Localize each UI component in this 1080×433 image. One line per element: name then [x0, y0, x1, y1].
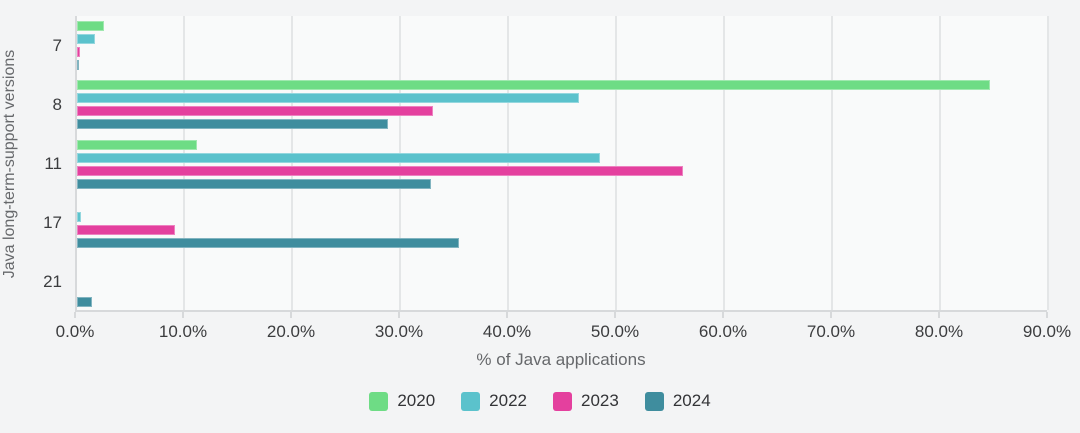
- legend: 2020 2022 2023 2024: [0, 391, 1080, 411]
- x-tick-label-30.0%: 30.0%: [374, 322, 424, 341]
- legend-item-2023: 2023: [553, 391, 619, 411]
- x-tick-label-80.0%: 80.0%: [914, 322, 964, 341]
- legend-label-2020: 2020: [397, 391, 436, 410]
- bar-2022-java-17: [77, 211, 82, 222]
- bar-2024-java-11: [77, 178, 432, 189]
- bar-2023-java-17: [77, 224, 176, 235]
- y-tick-label-7: 7: [52, 35, 62, 55]
- bar-2022-java-11: [77, 152, 600, 163]
- legend-label-2024: 2024: [672, 391, 711, 410]
- bar-2024-java-8: [77, 119, 389, 130]
- bar-2023-java-8: [77, 106, 434, 117]
- x-tick-label-90.0%: 90.0%: [1022, 322, 1072, 341]
- legend-item-2022: 2022: [461, 391, 527, 411]
- legend-swatch-2023: [553, 391, 572, 411]
- gridline: [615, 16, 617, 310]
- legend-item-2024: 2024: [644, 391, 711, 411]
- x-tickmark: [506, 312, 508, 318]
- legend-item-2020: 2020: [369, 391, 435, 411]
- x-tickmark: [1046, 312, 1048, 318]
- bar-2020-java-7: [77, 21, 104, 32]
- bar-2020-java-8: [77, 80, 990, 91]
- gridline: [939, 16, 941, 310]
- gridline: [723, 16, 725, 310]
- y-tick-label-11: 11: [44, 154, 62, 173]
- plot-area: [75, 16, 1049, 312]
- x-tick-label-40.0%: 40.0%: [482, 322, 532, 341]
- bar-2024-java-7: [77, 60, 80, 71]
- x-tick-label-20.0%: 20.0%: [266, 322, 316, 341]
- x-tick-label-0.0%: 0.0%: [55, 322, 95, 341]
- legend-swatch-2024: [644, 391, 664, 411]
- x-tickmark: [398, 312, 400, 318]
- bar-2023-java-7: [77, 47, 81, 58]
- gridline: [183, 16, 185, 310]
- legend-swatch-2022: [461, 391, 481, 411]
- bar-2023-java-11: [77, 165, 683, 176]
- bar-2022-java-8: [77, 93, 580, 104]
- x-tick-label-10.0%: 10.0%: [158, 322, 208, 341]
- x-tick-label-60.0%: 60.0%: [698, 322, 748, 341]
- legend-swatch-2020: [369, 391, 389, 411]
- y-tick-label-21: 21: [43, 272, 62, 292]
- bar-2020-java-11: [77, 139, 197, 150]
- x-tick-label-50.0%: 50.0%: [590, 322, 640, 341]
- x-tickmark: [830, 312, 832, 318]
- gridline: [831, 16, 833, 310]
- x-tickmark: [182, 312, 184, 318]
- gridline: [291, 16, 293, 310]
- y-axis-title: Java long-term-support versions: [1, 49, 18, 279]
- x-tickmark: [938, 312, 940, 318]
- x-tick-label-70.0%: 70.0%: [806, 322, 856, 341]
- x-tickmark: [722, 312, 724, 318]
- gridline: [507, 16, 509, 310]
- y-tick-label-8: 8: [52, 94, 62, 114]
- legend-label-2023: 2023: [581, 391, 619, 410]
- legend-label-2022: 2022: [489, 391, 527, 410]
- bar-2024-java-21: [77, 296, 93, 307]
- x-tickmark: [74, 312, 76, 318]
- x-tickmark: [290, 312, 292, 318]
- bar-2024-java-17: [77, 237, 460, 248]
- bar-2022-java-7: [77, 34, 96, 45]
- x-axis-title: % of Java applications: [476, 350, 646, 369]
- gridline: [399, 16, 401, 310]
- x-tickmark: [614, 312, 616, 318]
- y-tick-label-17: 17: [43, 213, 62, 233]
- gridline: [1047, 16, 1049, 310]
